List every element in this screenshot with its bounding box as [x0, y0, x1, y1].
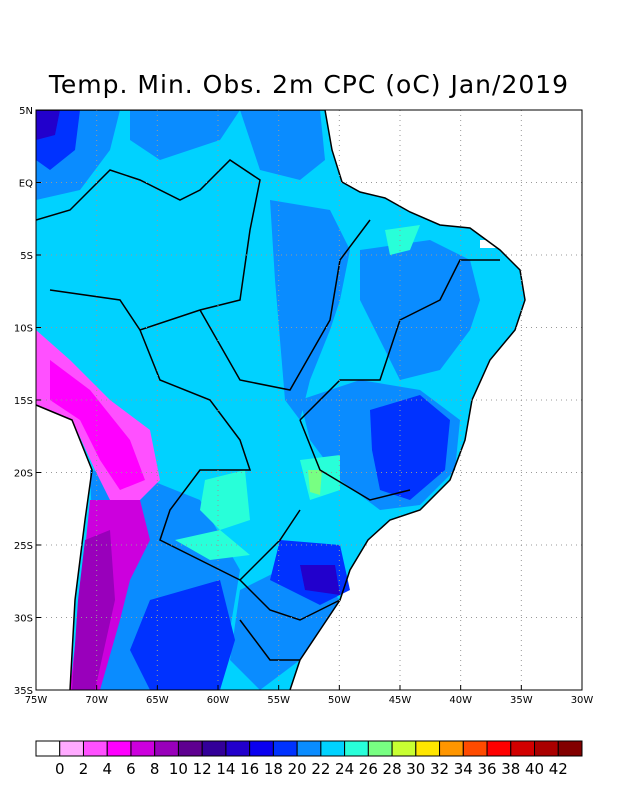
colorbar-swatch — [391, 740, 417, 757]
lat-tick-label: 25S — [14, 541, 33, 552]
colorbar-swatch — [320, 740, 346, 757]
colorbar-label: 42 — [549, 760, 568, 778]
lon-tick-label: 35W — [510, 695, 533, 706]
colorbar-swatch — [367, 740, 393, 757]
colorbar-label: 14 — [216, 760, 235, 778]
colorbar-swatch — [510, 740, 536, 757]
lon-tick-label: 50W — [328, 695, 351, 706]
colorbar-label: 20 — [288, 760, 307, 778]
lon-tick-label: 65W — [146, 695, 169, 706]
colorbar-swatch — [462, 740, 488, 757]
region-14-16 — [36, 110, 340, 595]
colorbar-label: 0 — [55, 760, 65, 778]
colorbar-label: 22 — [311, 760, 330, 778]
colorbar-label: 30 — [406, 760, 425, 778]
lat-tick-label: 10S — [14, 324, 33, 335]
lat-tick-label: 15S — [14, 396, 33, 407]
colorbar-swatch — [225, 740, 251, 757]
colorbar-swatch — [106, 740, 132, 757]
colorbar-swatch — [296, 740, 322, 757]
colorbar-swatch — [344, 740, 369, 757]
colorbar-label: 16 — [240, 760, 259, 778]
lon-tick-label: 30W — [571, 695, 594, 706]
colorbar-swatch — [486, 740, 512, 757]
colorbar-swatch — [415, 740, 441, 757]
colorbar-label: 28 — [383, 760, 402, 778]
colorbar-swatch — [59, 740, 84, 757]
region-26-28 — [308, 470, 322, 495]
lon-tick-label: 75W — [25, 695, 48, 706]
lon-tick-label: 60W — [207, 695, 230, 706]
ocean-gap — [480, 240, 520, 248]
colorbar-label: 24 — [335, 760, 354, 778]
grid-lines — [36, 110, 582, 690]
lat-tick-label: 30S — [14, 614, 33, 625]
longitude-axis: 75W 70W 65W 60W 55W 50W 45W 40W 35W 30W — [25, 685, 594, 706]
colorbar-label: 38 — [501, 760, 520, 778]
lon-tick-label: 45W — [389, 695, 412, 706]
colorbar-label: 12 — [193, 760, 212, 778]
map-title: Temp. Min. Obs. 2m CPC (oC) Jan/2019 — [48, 70, 570, 99]
lat-tick-label: EQ — [19, 179, 33, 190]
colorbar-label: 10 — [169, 760, 188, 778]
colorbar-swatch — [439, 740, 464, 757]
colorbar-label: 40 — [525, 760, 544, 778]
lat-tick-label: 35S — [14, 686, 33, 697]
colorbar-label: 18 — [264, 760, 283, 778]
lat-tick-label: 20S — [14, 469, 33, 480]
lon-tick-label: 40W — [449, 695, 472, 706]
colorbar-label: 26 — [359, 760, 378, 778]
latitude-axis: 5N EQ 5S 10S 15S 20S 25S 30S 35S — [14, 106, 41, 697]
colorbar: 0 2 4 6 8 10 12 14 16 18 20 22 24 26 28 30 32 34 36 38 40 42 — [35, 740, 583, 778]
map-field — [36, 110, 526, 690]
colorbar-swatch — [130, 740, 156, 757]
colorbar-swatch — [272, 740, 298, 757]
colorbar-swatch — [154, 740, 179, 757]
colorbar-swatch — [177, 740, 203, 757]
andes-cold-region — [36, 330, 160, 690]
colorbar-label: 32 — [430, 760, 449, 778]
colorbar-swatch — [82, 740, 108, 757]
colorbar-swatch — [201, 740, 227, 757]
colorbar-swatch — [557, 740, 583, 757]
colorbar-label: 34 — [454, 760, 473, 778]
colorbar-label: 2 — [79, 760, 89, 778]
lon-tick-label: 55W — [267, 695, 290, 706]
lat-tick-label: 5N — [19, 106, 33, 117]
colorbar-label: 6 — [126, 760, 136, 778]
colorbar-label: 36 — [477, 760, 496, 778]
colorbar-swatch — [249, 740, 274, 757]
colorbar-label: 8 — [150, 760, 160, 778]
colorbar-label: 4 — [102, 760, 112, 778]
lat-tick-label: 5S — [20, 251, 33, 262]
lon-tick-label: 70W — [85, 695, 108, 706]
colorbar-swatch — [534, 740, 559, 757]
colorbar-swatch — [35, 740, 61, 757]
